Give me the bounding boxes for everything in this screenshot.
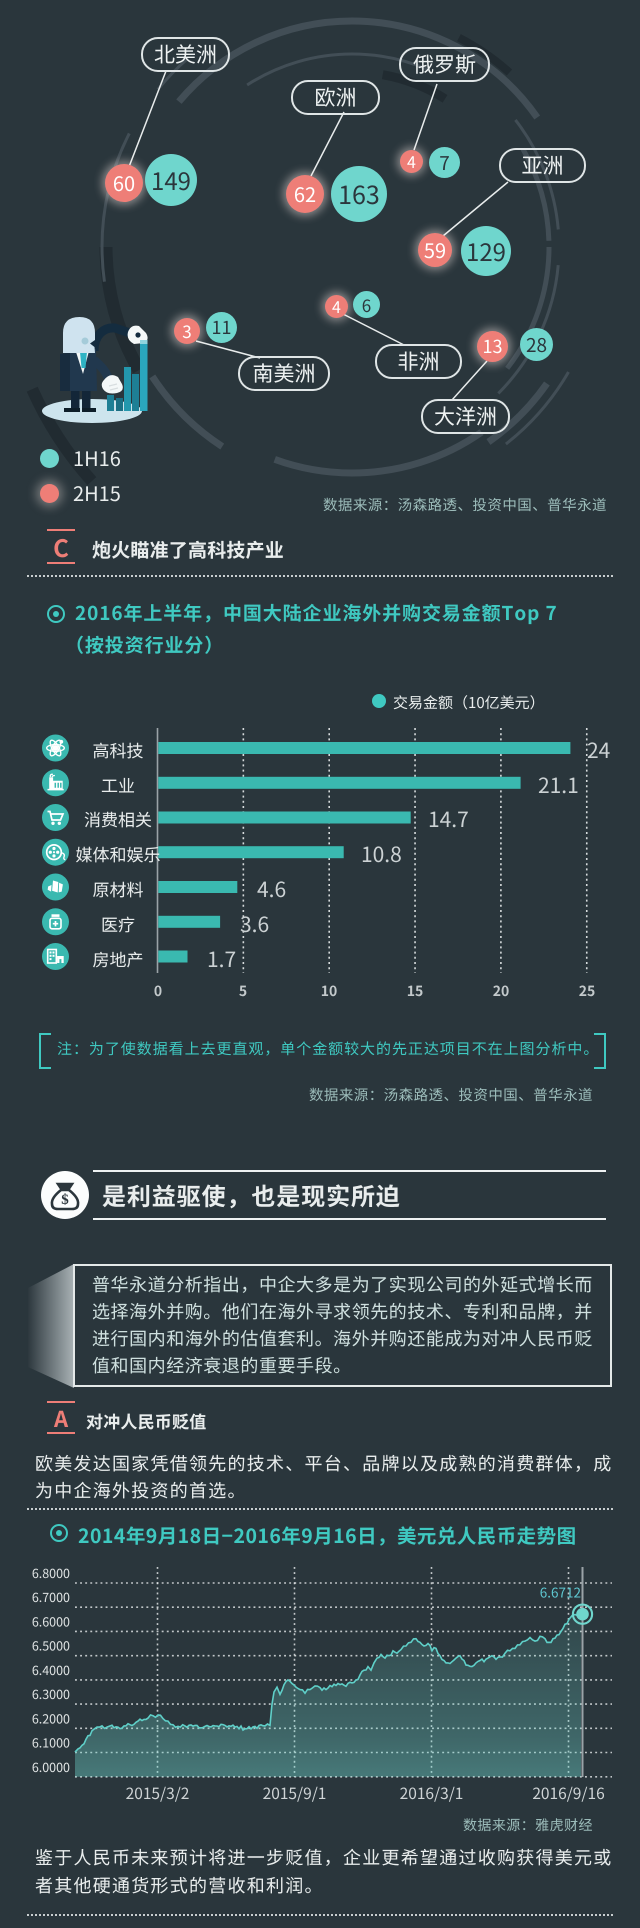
svg-text:2015/9/1: 2015/9/1 <box>263 1782 327 1804</box>
svg-text:6.7000: 6.7000 <box>32 1587 70 1606</box>
svg-text:6.6712: 6.6712 <box>540 1582 581 1602</box>
svg-text:6.5000: 6.5000 <box>32 1636 70 1655</box>
svg-text:6.6000: 6.6000 <box>32 1611 70 1630</box>
svg-text:2015/3/2: 2015/3/2 <box>126 1782 190 1804</box>
svg-text:6.4000: 6.4000 <box>32 1660 70 1679</box>
svg-text:6.2000: 6.2000 <box>32 1708 70 1727</box>
svg-text:2016/9/16: 2016/9/16 <box>532 1782 604 1804</box>
svg-text:6.3000: 6.3000 <box>32 1684 70 1703</box>
svg-text:6.0000: 6.0000 <box>32 1757 70 1776</box>
svg-text:6.8000: 6.8000 <box>32 1563 70 1582</box>
svg-text:2016/3/1: 2016/3/1 <box>400 1782 464 1804</box>
svg-text:$: $ <box>61 1188 69 1209</box>
svg-text:6.1000: 6.1000 <box>32 1733 70 1752</box>
